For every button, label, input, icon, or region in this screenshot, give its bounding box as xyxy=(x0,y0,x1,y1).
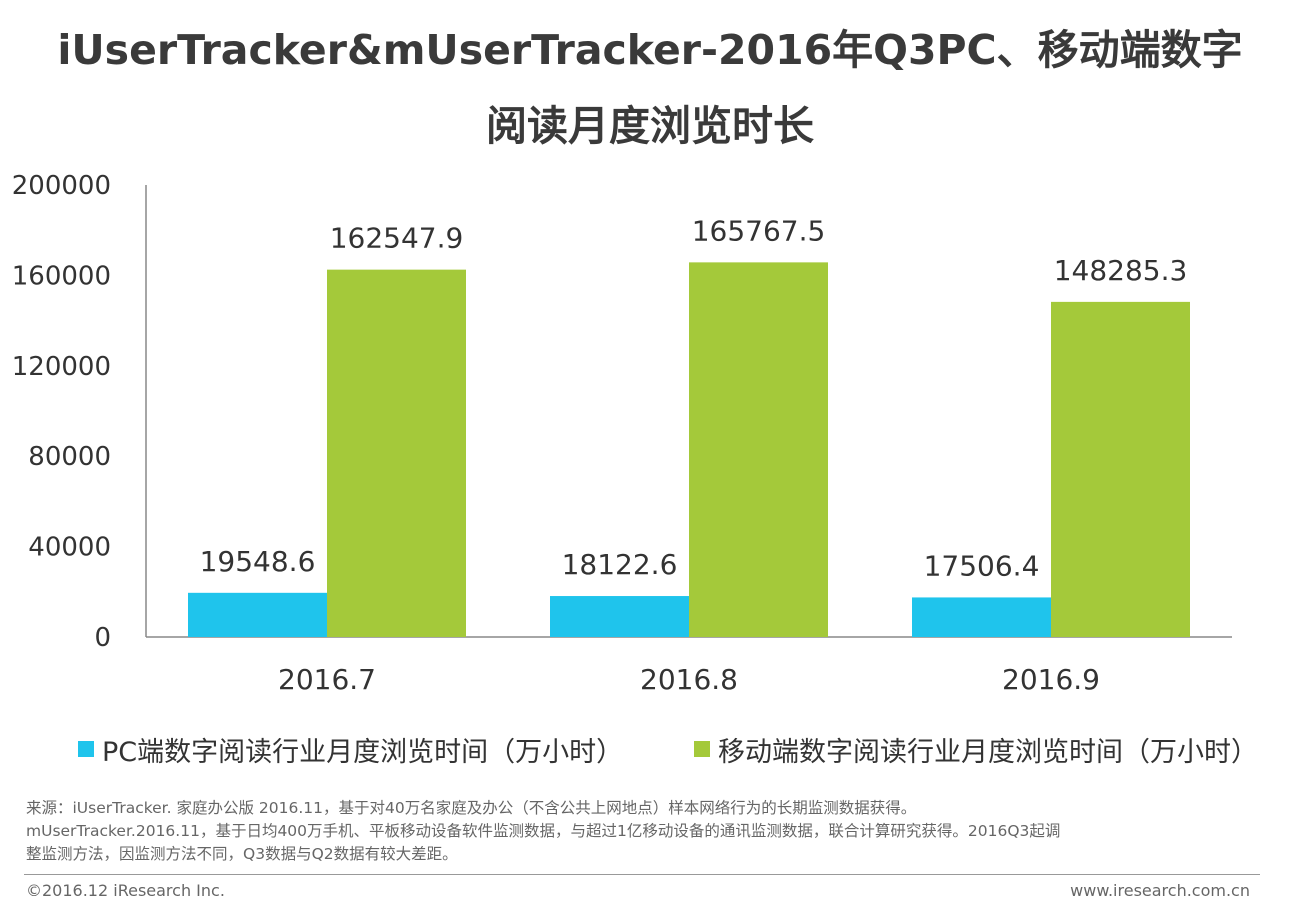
x-tick-label: 2016.7 xyxy=(278,663,376,696)
data-label: 17506.4 xyxy=(924,549,1040,582)
bar-mobile-2016-7 xyxy=(327,269,466,637)
legend-label-pc: PC端数字阅读行业月度浏览时间（万小时） xyxy=(102,736,624,768)
bar-pc-2016-8 xyxy=(550,596,689,637)
bar-mobile-2016-8 xyxy=(689,262,828,637)
source-note-line-2: mUserTracker.2016.11，基于日均400万手机、平板移动设备软件… xyxy=(26,822,1061,840)
data-label: 162547.9 xyxy=(330,222,464,255)
y-tick-label: 200000 xyxy=(12,171,111,201)
data-label: 18122.6 xyxy=(562,548,678,581)
y-tick-label: 0 xyxy=(94,623,111,653)
chart-title-line-2: 阅读月度浏览时长 xyxy=(486,102,814,150)
chart-title-line-1: iUserTracker&mUserTracker-2016年Q3PC、移动端数… xyxy=(57,26,1243,74)
footer-divider xyxy=(24,874,1260,875)
y-tick-label: 80000 xyxy=(28,442,111,472)
data-label: 19548.6 xyxy=(200,545,316,578)
y-tick-label: 160000 xyxy=(12,261,111,291)
copyright-text: ©2016.12 iResearch Inc. xyxy=(26,881,225,900)
y-tick-label: 40000 xyxy=(28,533,111,563)
legend-item-mobile: 移动端数字阅读行业月度浏览时间（万小时） xyxy=(694,733,1258,768)
website-link[interactable]: www.iresearch.com.cn xyxy=(1070,881,1250,900)
bar-pc-2016-9 xyxy=(912,597,1051,637)
bar-pc-2016-7 xyxy=(188,592,327,637)
data-label: 148285.3 xyxy=(1054,254,1188,287)
legend-swatch-pc xyxy=(78,741,94,757)
legend-item-pc: PC端数字阅读行业月度浏览时间（万小时） xyxy=(78,733,623,768)
x-tick-label: 2016.8 xyxy=(640,663,738,696)
bar-mobile-2016-9 xyxy=(1051,301,1190,637)
data-label: 165767.5 xyxy=(692,214,826,247)
y-tick-label: 120000 xyxy=(12,352,111,382)
x-tick-label: 2016.9 xyxy=(1002,663,1100,696)
source-note-line-3: 整监测方法，因监测方法不同，Q3数据与Q2数据有较大差距。 xyxy=(26,845,458,863)
legend-swatch-mobile xyxy=(694,741,710,757)
source-note-line-1: 来源：iUserTracker. 家庭办公版 2016.11，基于对40万名家庭… xyxy=(26,799,917,817)
legend-label-mobile: 移动端数字阅读行业月度浏览时间（万小时） xyxy=(718,736,1258,768)
